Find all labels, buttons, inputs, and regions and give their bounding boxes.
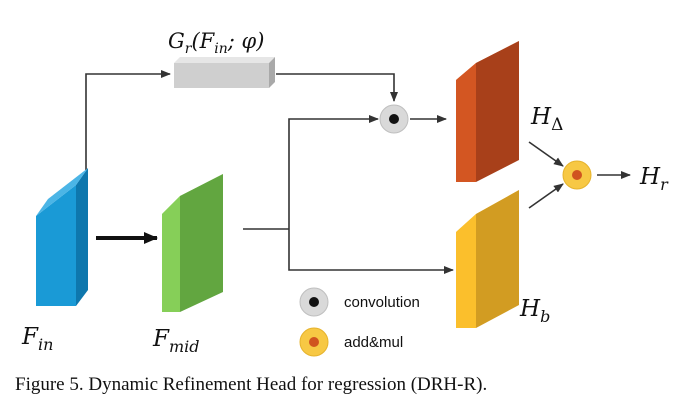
legend-convolution-label: convolution bbox=[344, 294, 420, 311]
fmid-block bbox=[162, 174, 223, 312]
hdelta-side bbox=[476, 41, 519, 182]
hb-label: Hb bbox=[519, 296, 550, 326]
edge-hdelta-to-addmul bbox=[528, 141, 564, 167]
hb-front bbox=[456, 214, 476, 328]
hr-label: Hr bbox=[639, 164, 669, 194]
fmid-front bbox=[162, 196, 180, 312]
gr-block bbox=[174, 57, 275, 88]
edge-fin-to-gr bbox=[85, 70, 171, 170]
fmid-label: Fmid bbox=[152, 326, 200, 356]
edge-hb-to-addmul bbox=[528, 183, 564, 209]
edge-gr-to-conv bbox=[276, 73, 398, 102]
connectors bbox=[85, 70, 631, 274]
legend: convolution add&mul bbox=[299, 287, 420, 357]
fmid-side bbox=[180, 174, 223, 312]
gr-bar bbox=[174, 63, 269, 88]
hdelta-front bbox=[456, 63, 476, 182]
fin-block bbox=[36, 168, 88, 306]
edge-fmid-to-hb bbox=[288, 229, 454, 274]
hb-block bbox=[456, 190, 519, 328]
add-mul-operator bbox=[562, 160, 592, 190]
legend-add-mul-label: add&mul bbox=[344, 334, 403, 351]
legend-add-mul-icon bbox=[299, 327, 329, 357]
fin-side bbox=[76, 168, 88, 306]
hdelta-block bbox=[456, 41, 519, 182]
fin-label: Fin bbox=[21, 324, 53, 354]
convolution-operator bbox=[379, 104, 409, 134]
hb-side bbox=[476, 190, 519, 328]
hdelta-label: HΔ bbox=[530, 104, 563, 135]
fin-front bbox=[36, 185, 76, 306]
legend-convolution-icon bbox=[299, 287, 329, 317]
edge-fmid-to-conv bbox=[288, 115, 379, 229]
gr-label: Gr(Fin; φ) bbox=[168, 29, 264, 57]
figure-caption: Figure 5. Dynamic Refinement Head for re… bbox=[15, 374, 487, 395]
